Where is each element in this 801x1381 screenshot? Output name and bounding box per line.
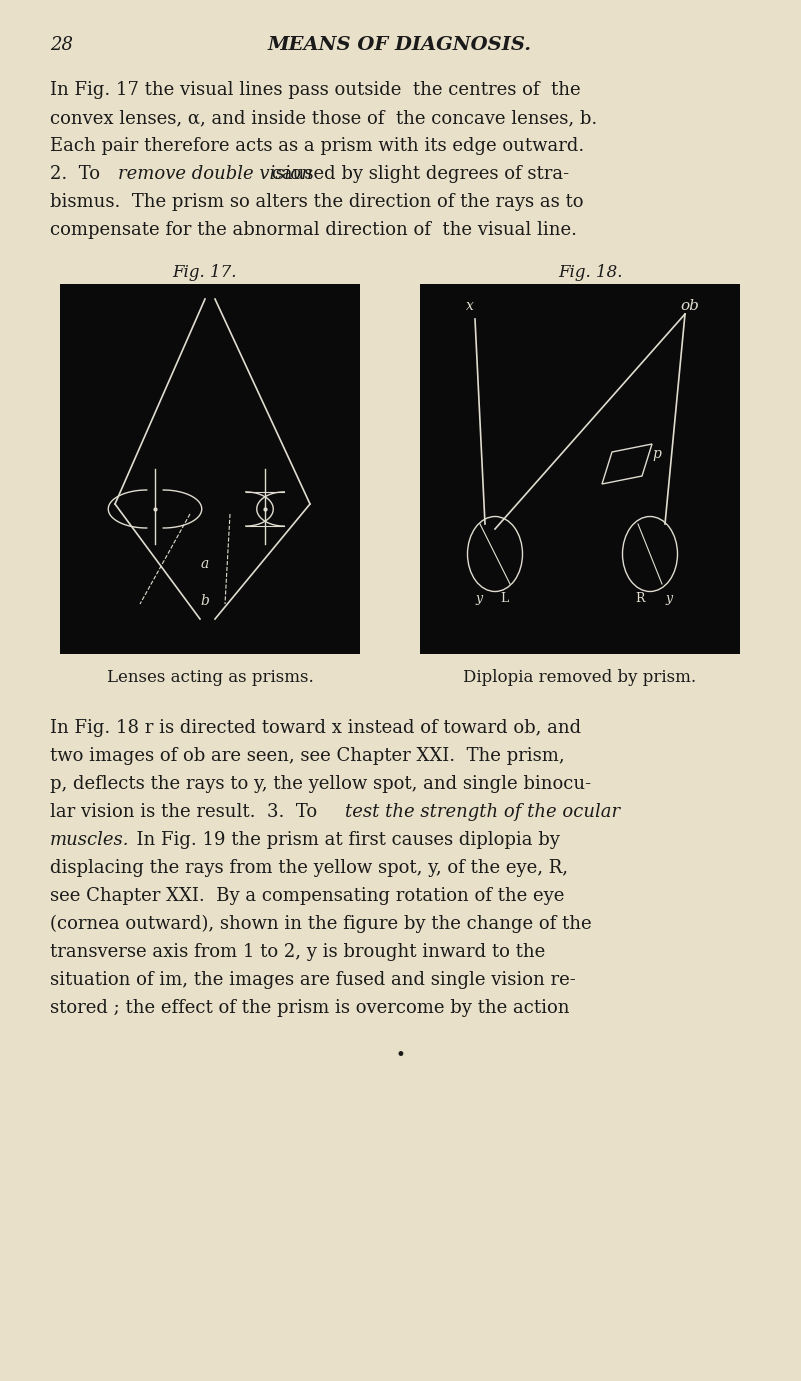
Text: situation of im, the images are fused and single vision re-: situation of im, the images are fused an… [50, 971, 576, 989]
Bar [420, 284, 740, 655]
Text: remove double vision: remove double vision [118, 164, 312, 184]
Text: •: • [395, 1047, 405, 1063]
Text: 2.  To: 2. To [50, 164, 106, 184]
Text: caused by slight degrees of stra-: caused by slight degrees of stra- [266, 164, 570, 184]
Text: p: p [652, 447, 661, 461]
Text: ob: ob [681, 300, 699, 313]
Text: muscles.: muscles. [50, 831, 130, 849]
Text: bismus.  The prism so alters the direction of the rays as to: bismus. The prism so alters the directio… [50, 193, 583, 211]
Text: two images of ob are seen, see Chapter XXI.  The prism,: two images of ob are seen, see Chapter X… [50, 747, 565, 765]
Text: p, deflects the rays to y, the yellow spot, and single binocu-: p, deflects the rays to y, the yellow sp… [50, 775, 591, 793]
Text: y: y [475, 592, 482, 605]
Text: Diplopia removed by prism.: Diplopia removed by prism. [464, 668, 697, 686]
Text: In Fig. 18 r is directed toward x instead of toward ob, and: In Fig. 18 r is directed toward x instea… [50, 720, 581, 737]
Text: MEANS OF DIAGNOSIS.: MEANS OF DIAGNOSIS. [268, 36, 532, 54]
Text: compensate for the abnormal direction of  the visual line.: compensate for the abnormal direction of… [50, 221, 577, 239]
Text: In Fig. 19 the prism at first causes diplopia by: In Fig. 19 the prism at first causes dip… [125, 831, 560, 849]
Text: Each pair therefore acts as a prism with its edge outward.: Each pair therefore acts as a prism with… [50, 137, 584, 155]
Bar [60, 284, 360, 655]
Text: convex lenses, α, and inside those of  the concave lenses, b.: convex lenses, α, and inside those of th… [50, 109, 598, 127]
Text: L: L [500, 592, 509, 605]
Text: lar vision is the result.  3.  To: lar vision is the result. 3. To [50, 802, 323, 820]
Text: transverse axis from 1 to 2, y is brought inward to the: transverse axis from 1 to 2, y is brough… [50, 943, 545, 961]
Text: stored ; the effect of the prism is overcome by the action: stored ; the effect of the prism is over… [50, 998, 570, 1016]
Text: a: a [201, 557, 209, 570]
Text: test the strength of the ocular: test the strength of the ocular [345, 802, 620, 820]
Text: see Chapter XXI.  By a compensating rotation of the eye: see Chapter XXI. By a compensating rotat… [50, 887, 565, 905]
Text: 28: 28 [50, 36, 73, 54]
Text: displacing the rays from the yellow spot, y, of the eye, R,: displacing the rays from the yellow spot… [50, 859, 568, 877]
Text: Fig. 18.: Fig. 18. [557, 264, 622, 280]
Text: b: b [200, 594, 209, 608]
Text: Fig. 17.: Fig. 17. [173, 264, 237, 280]
Text: y: y [665, 592, 672, 605]
Text: R: R [635, 592, 645, 605]
Text: (cornea outward), shown in the figure by the change of the: (cornea outward), shown in the figure by… [50, 916, 592, 934]
Text: Lenses acting as prisms.: Lenses acting as prisms. [107, 668, 313, 686]
Text: x: x [466, 300, 474, 313]
Text: In Fig. 17 the visual lines pass outside  the centres of  the: In Fig. 17 the visual lines pass outside… [50, 81, 581, 99]
